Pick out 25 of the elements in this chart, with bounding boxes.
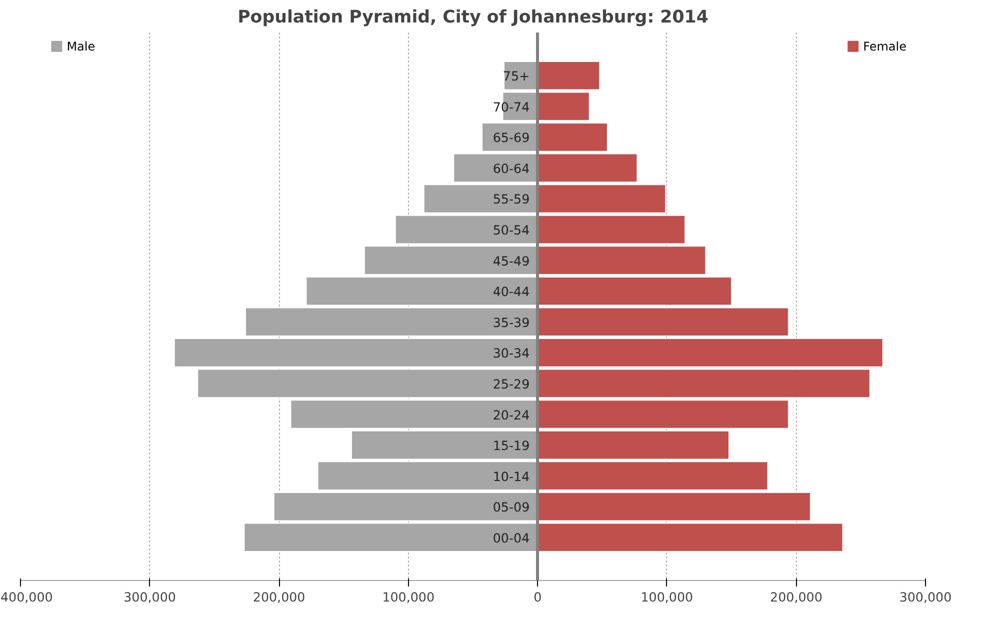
x-tick-label: 200,000 bbox=[770, 590, 822, 604]
y-tick-label: 20-24 bbox=[492, 407, 530, 422]
chart-title: Population Pyramid, City of Johannesburg: 2014 bbox=[238, 8, 708, 28]
y-tick-label: 00-04 bbox=[492, 530, 530, 546]
x-tick-label: 100,000 bbox=[382, 590, 435, 604]
y-tick-label: 30-34 bbox=[492, 346, 530, 361]
y-tick-label: 65-69 bbox=[492, 130, 530, 146]
x-tick-label: 300,000 bbox=[899, 590, 952, 604]
x-tick-label: 0 bbox=[534, 590, 542, 604]
y-tick-label: 60-64 bbox=[492, 160, 530, 176]
y-tick-label: 45-49 bbox=[492, 253, 530, 268]
y-tick-label: 10-14 bbox=[492, 468, 530, 484]
y-tick-label: 40-44 bbox=[492, 284, 530, 300]
y-tick-label: 15-19 bbox=[492, 438, 530, 454]
y-tick-label: 55-59 bbox=[492, 192, 530, 207]
legend-label: Male bbox=[66, 39, 96, 54]
x-tick-label: 200,000 bbox=[252, 590, 306, 604]
y-tick-label: 05-09 bbox=[492, 500, 530, 515]
y-tick-label: 35-39 bbox=[492, 314, 530, 330]
legend-label: Female bbox=[863, 39, 906, 54]
x-tick-label: 100,000 bbox=[640, 590, 694, 604]
y-tick-label: 50-54 bbox=[492, 222, 530, 238]
x-tick-label: 400,000 bbox=[0, 590, 53, 604]
x-tick-label: 300,000 bbox=[124, 590, 176, 604]
y-tick-label: 25-29 bbox=[492, 376, 530, 392]
